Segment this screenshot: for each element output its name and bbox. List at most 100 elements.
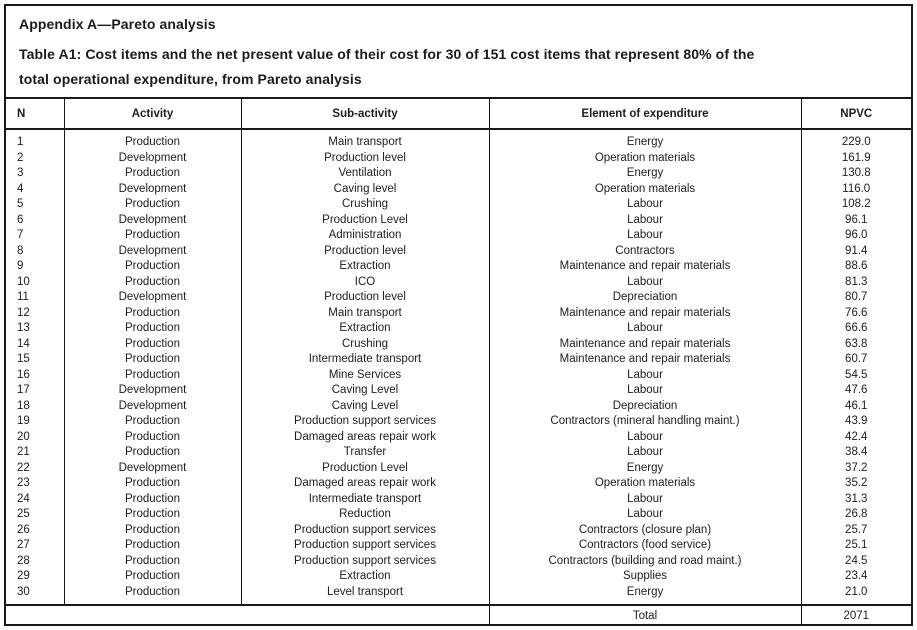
sub-activity-cell: Production level bbox=[241, 150, 490, 166]
sub-activity-cell: Caving Level bbox=[241, 398, 490, 414]
sub-activity-cell: Ventilation bbox=[241, 166, 490, 182]
row-number-cell: 3 bbox=[6, 166, 65, 182]
activity-cell: Production bbox=[64, 491, 242, 507]
activity-cell: Production bbox=[64, 507, 242, 523]
npvc-cell: 47.6 bbox=[845, 384, 868, 396]
activity-cell: Production bbox=[64, 228, 242, 244]
element-cell: Maintenance and repair materials bbox=[489, 336, 802, 352]
table-row: 28 Production Production support services C… bbox=[6, 553, 911, 569]
sub-activity-cell: Production Level bbox=[241, 460, 490, 476]
title-block: Appendix A—Pareto analysis Table A1: Cos… bbox=[6, 6, 911, 97]
row-number-cell: 27 bbox=[6, 538, 65, 554]
sub-activity-cell: Level transport bbox=[241, 584, 490, 605]
appendix-title: Appendix A—Pareto analysis bbox=[19, 16, 216, 32]
sub-activity-cell: Production support services bbox=[241, 553, 490, 569]
row-number-cell: 14 bbox=[6, 336, 65, 352]
element-cell: Labour bbox=[489, 367, 802, 383]
activity-cell: Production bbox=[64, 367, 242, 383]
activity-cell: Development bbox=[64, 290, 242, 306]
table-row: 20 Production Damaged areas repair work Lab… bbox=[6, 429, 911, 445]
npvc-cell: 88.6 bbox=[845, 260, 868, 272]
npvc-cell: 76.6 bbox=[845, 306, 868, 319]
element-cell: Contractors (mineral handling maint.) bbox=[489, 414, 802, 430]
total-value: 2071 bbox=[801, 604, 911, 624]
element-cell: Labour bbox=[489, 383, 802, 399]
element-cell: Contractors (food service) bbox=[489, 538, 802, 554]
row-number-cell: 30 bbox=[6, 584, 65, 605]
npvc-cell: 96.0 bbox=[845, 229, 868, 241]
sub-activity-cell: Crushing bbox=[241, 197, 490, 213]
row-number-cell: 10 bbox=[6, 274, 65, 290]
row-number-cell: 25 bbox=[6, 507, 65, 523]
activity-cell: Development bbox=[64, 181, 242, 197]
table-caption-line-1: Table A1: Cost items and the net present… bbox=[19, 46, 755, 62]
table-row: 24 Production Intermediate transport Labour… bbox=[6, 491, 911, 507]
sub-activity-cell: Transfer bbox=[241, 445, 490, 461]
table-row: 18 Development Caving Level Depreciation 46.… bbox=[6, 398, 911, 414]
npvc-cell: 66.6 bbox=[845, 322, 868, 334]
sub-activity-cell: ICO bbox=[241, 274, 490, 290]
row-number-cell: 8 bbox=[6, 243, 65, 259]
sub-activity-cell: Damaged areas repair work bbox=[241, 476, 490, 492]
row-number-cell: 16 bbox=[6, 367, 65, 383]
activity-cell: Production bbox=[64, 197, 242, 213]
npvc-cell: 81.3 bbox=[845, 275, 868, 288]
sub-activity-cell: Extraction bbox=[241, 259, 490, 275]
row-number-cell: 29 bbox=[6, 569, 65, 585]
row-number-cell: 21 bbox=[6, 445, 65, 461]
activity-cell: Production bbox=[64, 429, 242, 445]
table-row: 29 Production Extraction Supplies 23.4 bbox=[6, 569, 911, 585]
activity-cell: Production bbox=[64, 305, 242, 321]
row-number-cell: 7 bbox=[6, 228, 65, 244]
table-body: 1 Production Main transport Energy 229.0 2 Dev… bbox=[6, 129, 911, 605]
sub-activity-cell: Production level bbox=[241, 290, 490, 306]
activity-cell: Production bbox=[64, 166, 242, 182]
sub-activity-cell: Mine Services bbox=[241, 367, 490, 383]
table-row: 14 Production Crushing Maintenance and repa… bbox=[6, 336, 911, 352]
row-number-cell: 23 bbox=[6, 476, 65, 492]
activity-cell: Production bbox=[64, 352, 242, 368]
npvc-cell: 35.2 bbox=[845, 477, 868, 489]
element-cell: Energy bbox=[489, 129, 802, 151]
sub-activity-cell: Intermediate transport bbox=[241, 352, 490, 368]
activity-cell: Production bbox=[64, 259, 242, 275]
npvc-cell: 42.4 bbox=[845, 430, 868, 443]
activity-cell: Development bbox=[64, 460, 242, 476]
element-cell: Depreciation bbox=[489, 290, 802, 306]
element-cell: Labour bbox=[489, 274, 802, 290]
table-row: 15 Production Intermediate transport Mainte… bbox=[6, 352, 911, 368]
element-cell: Labour bbox=[489, 212, 802, 228]
npvc-cell: 161.9 bbox=[841, 151, 871, 164]
column-header-activity: Activity bbox=[64, 97, 242, 130]
sub-activity-cell: Caving level bbox=[241, 181, 490, 197]
activity-cell: Development bbox=[64, 398, 242, 414]
npvc-cell: 229.0 bbox=[841, 136, 871, 148]
element-cell: Energy bbox=[489, 584, 802, 605]
row-number-cell: 24 bbox=[6, 491, 65, 507]
activity-cell: Production bbox=[64, 584, 242, 605]
column-header-n: N bbox=[6, 97, 65, 130]
table-row: 19 Production Production support services C… bbox=[6, 414, 911, 430]
element-cell: Labour bbox=[489, 321, 802, 337]
total-row: Total 2071 bbox=[6, 604, 911, 624]
table-row: 4 Development Caving level Operation materi… bbox=[6, 181, 911, 197]
sub-activity-cell: Caving Level bbox=[241, 383, 490, 399]
table-row: 7 Production Administration Labour 96.0 bbox=[6, 228, 911, 244]
element-cell: Labour bbox=[489, 429, 802, 445]
element-cell: Contractors bbox=[489, 243, 802, 259]
total-label: Total bbox=[489, 604, 802, 624]
npvc-cell: 46.1 bbox=[845, 399, 868, 412]
row-number-cell: 2 bbox=[6, 150, 65, 166]
table-row: 5 Production Crushing Labour 108.2 bbox=[6, 197, 911, 213]
activity-cell: Production bbox=[64, 445, 242, 461]
npvc-cell: 80.7 bbox=[845, 291, 868, 303]
npvc-cell: 54.5 bbox=[845, 368, 868, 381]
row-number-cell: 9 bbox=[6, 259, 65, 275]
table-row: 21 Production Transfer Labour 38.4 bbox=[6, 445, 911, 461]
table-row: 23 Production Damaged areas repair work Ope… bbox=[6, 476, 911, 492]
sub-activity-cell: Extraction bbox=[241, 321, 490, 337]
row-number-cell: 18 bbox=[6, 398, 65, 414]
sub-activity-cell: Production support services bbox=[241, 522, 490, 538]
activity-cell: Production bbox=[64, 414, 242, 430]
table-row: 11 Development Production level Depreciatio… bbox=[6, 290, 911, 306]
